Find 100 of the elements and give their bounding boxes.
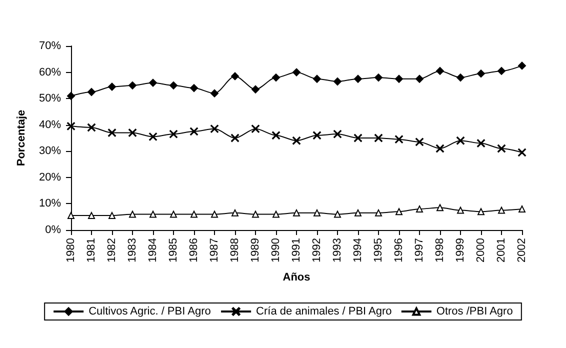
point	[272, 131, 280, 140]
point	[252, 210, 259, 218]
x-tick-label: 1993	[332, 238, 344, 262]
x-tick-label: 2001	[496, 238, 508, 262]
legend-label: Otros /PBI Agro	[436, 306, 513, 318]
point	[149, 132, 157, 141]
point	[108, 212, 116, 220]
point	[231, 134, 239, 142]
point	[457, 206, 464, 214]
point	[396, 208, 402, 216]
point	[477, 139, 485, 148]
x-axis-title: Años	[282, 272, 310, 284]
point	[108, 82, 116, 91]
x-tick-label: 1992	[311, 238, 323, 262]
point	[313, 74, 321, 83]
y-tick-label: 20%	[38, 171, 62, 184]
x-tick-label: 1996	[393, 238, 405, 262]
point	[170, 130, 178, 138]
point	[436, 66, 444, 75]
y-tick-label: 10%	[38, 198, 62, 210]
point	[190, 127, 198, 136]
x-tick-label: 1989	[250, 238, 262, 262]
point	[88, 212, 95, 220]
x-tick-label: 1997	[414, 238, 426, 262]
point	[354, 209, 362, 216]
x-tick-label: 1991	[290, 238, 302, 262]
point	[374, 74, 382, 82]
point	[436, 144, 444, 153]
point	[334, 210, 341, 218]
x-tick-label: 2002	[516, 238, 528, 262]
point	[88, 123, 96, 132]
point	[190, 84, 198, 92]
point	[416, 74, 424, 83]
point	[395, 74, 403, 83]
point	[416, 138, 424, 146]
x-tick-label: 1983	[126, 238, 138, 262]
point	[395, 135, 403, 144]
point	[334, 130, 342, 138]
point	[108, 128, 116, 137]
point	[518, 62, 526, 70]
point	[498, 144, 506, 153]
point	[272, 210, 280, 218]
point	[518, 205, 526, 212]
point	[170, 210, 177, 218]
legend-label: Cría de animales / PBI Agro	[256, 306, 392, 318]
x-tick-label: 1985	[168, 238, 180, 262]
y-tick-label: 50%	[38, 92, 62, 105]
point	[292, 68, 300, 76]
point	[416, 205, 423, 212]
point	[190, 210, 198, 218]
point	[292, 136, 300, 145]
point	[313, 131, 321, 140]
point	[293, 209, 300, 216]
point	[150, 210, 156, 218]
point	[129, 210, 136, 218]
point	[498, 206, 505, 214]
point	[518, 148, 526, 156]
point	[334, 77, 342, 86]
point	[456, 74, 464, 82]
x-tick-label: 1990	[270, 238, 282, 262]
point	[149, 78, 157, 87]
point	[456, 136, 464, 145]
point	[88, 88, 96, 96]
x-tick-label: 2000	[475, 238, 487, 262]
x-tick-label: 1987	[208, 238, 220, 262]
point	[314, 209, 320, 216]
point	[354, 74, 362, 83]
x-tick-label: 1988	[229, 238, 241, 262]
point	[128, 128, 136, 137]
point	[170, 81, 178, 90]
y-tick-label: 40%	[38, 118, 62, 131]
point	[354, 134, 362, 142]
point	[211, 210, 218, 218]
point	[231, 72, 239, 80]
x-tick-label: 1981	[86, 238, 98, 262]
point	[252, 85, 260, 94]
x-tick-label: 1999	[454, 238, 466, 262]
y-axis-title: Porcentaje	[16, 110, 28, 166]
y-tick-label: 60%	[38, 66, 62, 78]
point	[272, 74, 280, 82]
x-tick-label: 1995	[372, 238, 384, 262]
x-tick-label: 1986	[188, 238, 200, 262]
point	[478, 208, 484, 216]
point	[210, 89, 218, 98]
y-tick-label: 0%	[45, 224, 62, 236]
x-tick-label: 1994	[352, 238, 364, 262]
point	[374, 134, 382, 142]
x-tick-label: 1982	[106, 238, 118, 262]
y-tick-label: 70%	[38, 40, 62, 52]
y-tick-label: 30%	[38, 145, 62, 158]
x-tick-label: 1980	[65, 238, 77, 262]
point	[252, 124, 260, 133]
point	[498, 66, 506, 75]
legend-label: Cultivos Agric. / PBI Agro	[88, 306, 211, 318]
point	[128, 81, 136, 90]
point	[375, 209, 382, 216]
point	[210, 124, 218, 133]
point	[436, 204, 444, 212]
point	[477, 70, 485, 78]
x-tick-label: 1998	[434, 238, 446, 262]
